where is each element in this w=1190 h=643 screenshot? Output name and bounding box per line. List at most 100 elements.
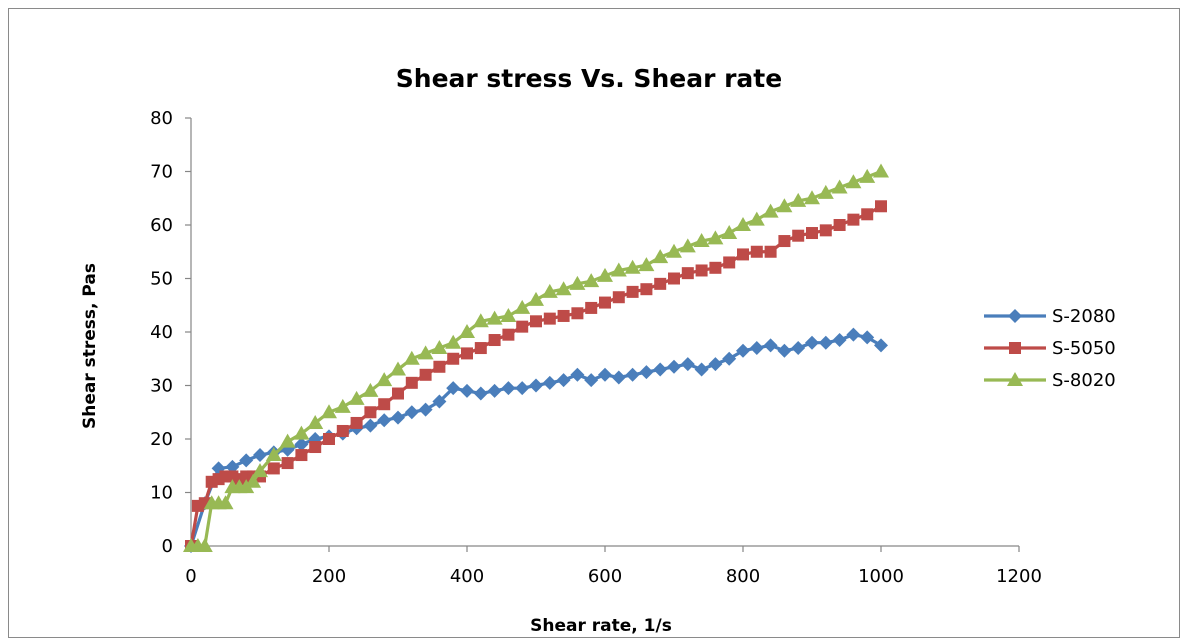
data-point (404, 405, 419, 420)
data-point (472, 313, 489, 328)
data-point (529, 378, 543, 393)
data-point (736, 343, 750, 358)
data-point (350, 416, 363, 429)
data-point (817, 184, 834, 199)
data-point (281, 457, 294, 470)
y-tick-label: 0 (162, 536, 173, 557)
data-point (196, 538, 213, 552)
data-point (417, 345, 434, 360)
data-point (694, 362, 709, 377)
data-point (625, 367, 640, 382)
data-point (722, 351, 737, 366)
legend-marker (1007, 372, 1023, 386)
data-point (217, 495, 234, 510)
data-point (446, 381, 461, 396)
data-point (611, 370, 626, 385)
data-point (252, 463, 268, 478)
y-tick-label: 20 (150, 429, 173, 450)
data-point (557, 309, 570, 322)
data-point (418, 402, 433, 417)
y-tick-label: 10 (150, 483, 173, 504)
series-line-s-2080 (189, 333, 882, 547)
data-point (321, 404, 337, 419)
data-point (599, 296, 611, 309)
data-point (279, 433, 296, 448)
data-point (445, 334, 462, 349)
data-point (584, 373, 599, 388)
data-point (474, 342, 487, 355)
data-point (790, 192, 807, 207)
data-point (585, 301, 598, 314)
data-point (473, 386, 488, 401)
legend-item-s-8020: S-8020 (984, 370, 1116, 391)
data-point (639, 365, 654, 380)
data-point (873, 163, 889, 178)
data-point (667, 359, 681, 374)
data-point (225, 459, 240, 474)
data-point (265, 447, 282, 462)
data-point (777, 343, 792, 358)
data-point (543, 312, 556, 325)
series-s-8020 (183, 163, 889, 552)
chart-svg: Shear stress Vs. Shear rate Shear rate, … (80, 64, 1116, 636)
legend-label: S-8020 (1052, 370, 1116, 391)
data-point (514, 299, 531, 314)
data-point (737, 248, 749, 261)
data-point (307, 414, 324, 429)
data-point (668, 272, 680, 285)
chart-title: Shear stress Vs. Shear rate (396, 64, 782, 93)
data-point (542, 375, 557, 390)
data-point (653, 362, 668, 377)
y-tick-label: 50 (150, 269, 173, 290)
x-tick-label: 400 (450, 566, 484, 587)
data-point (598, 367, 612, 382)
data-point (640, 283, 653, 296)
data-point (515, 381, 530, 396)
data-point (323, 433, 335, 445)
x-axis-title: Shear rate, 1/s (530, 616, 672, 636)
y-axis-title: Shear stress, Pas (80, 263, 100, 429)
data-point (874, 338, 888, 353)
data-point (293, 425, 310, 440)
data-point (818, 335, 833, 350)
data-point (861, 208, 874, 221)
y-tick-label: 30 (150, 376, 173, 397)
data-point (597, 267, 613, 282)
data-point (295, 449, 308, 462)
data-point (460, 383, 474, 398)
data-point (626, 285, 639, 298)
data-point (419, 368, 432, 381)
data-point (348, 390, 365, 405)
series-line-s-5050 (189, 204, 882, 547)
y-tick-label: 40 (150, 322, 173, 343)
data-point (570, 367, 585, 382)
data-point (778, 235, 791, 248)
x-tick-label: 600 (588, 566, 622, 587)
data-point (721, 225, 738, 240)
data-point (764, 245, 777, 258)
data-point (447, 352, 460, 365)
data-point (776, 198, 793, 213)
data-point (679, 238, 696, 253)
data-point (392, 387, 404, 400)
data-point (860, 330, 875, 345)
data-point (378, 398, 391, 411)
data-point (847, 213, 860, 226)
data-point (405, 376, 418, 389)
data-point (845, 174, 862, 189)
data-point (762, 203, 779, 218)
plot-area (183, 163, 889, 553)
data-point (433, 360, 446, 373)
data-point (583, 273, 600, 288)
data-point (638, 257, 655, 272)
x-tick-label: 1200 (996, 566, 1042, 587)
data-point (530, 315, 542, 328)
data-point (748, 211, 765, 226)
data-point (680, 357, 695, 372)
data-point (488, 334, 501, 347)
data-point (516, 320, 529, 333)
data-point (334, 398, 351, 413)
data-point (735, 217, 751, 231)
data-point (502, 328, 515, 341)
